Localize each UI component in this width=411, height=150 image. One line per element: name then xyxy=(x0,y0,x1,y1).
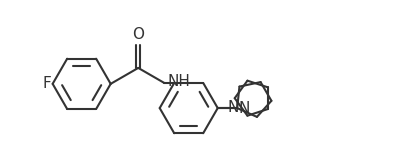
Text: O: O xyxy=(132,27,144,42)
Text: F: F xyxy=(42,76,51,91)
Text: N: N xyxy=(238,101,249,116)
Text: NH: NH xyxy=(167,74,190,89)
Text: N: N xyxy=(227,100,239,115)
